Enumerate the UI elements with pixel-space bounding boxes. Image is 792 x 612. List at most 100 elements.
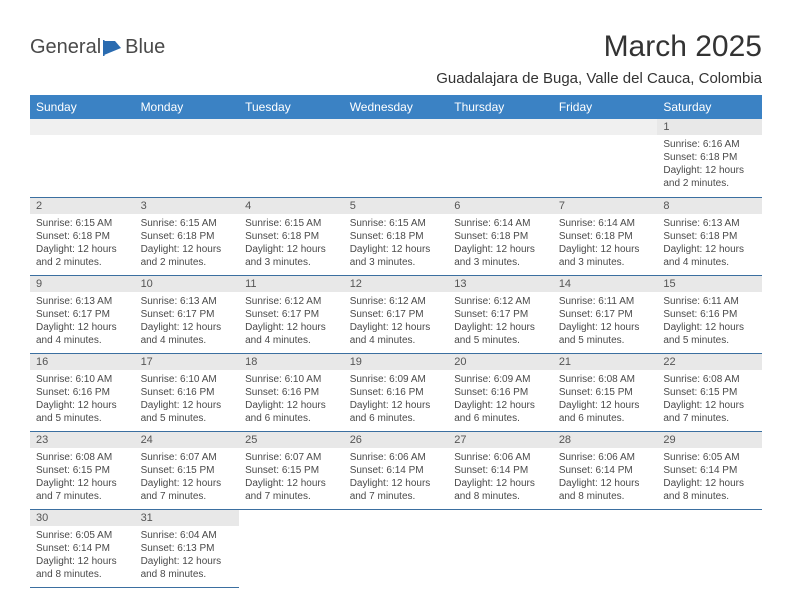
sunset-line: Sunset: 6:16 PM bbox=[663, 308, 756, 321]
calendar-cell: 25Sunrise: 6:07 AMSunset: 6:15 PMDayligh… bbox=[239, 431, 344, 509]
calendar-row: 16Sunrise: 6:10 AMSunset: 6:16 PMDayligh… bbox=[30, 353, 762, 431]
daylight-line: Daylight: 12 hours and 7 minutes. bbox=[350, 477, 443, 503]
day-number: 20 bbox=[448, 354, 553, 370]
daylight-line: Daylight: 12 hours and 8 minutes. bbox=[559, 477, 652, 503]
sunrise-line: Sunrise: 6:08 AM bbox=[663, 373, 756, 386]
sunrise-line: Sunrise: 6:10 AM bbox=[141, 373, 234, 386]
empty-daynum-bar bbox=[344, 119, 449, 135]
day-details: Sunrise: 6:09 AMSunset: 6:16 PMDaylight:… bbox=[448, 370, 553, 429]
daylight-line: Daylight: 12 hours and 5 minutes. bbox=[559, 321, 652, 347]
day-number: 16 bbox=[30, 354, 135, 370]
sunset-line: Sunset: 6:17 PM bbox=[141, 308, 234, 321]
daylight-line: Daylight: 12 hours and 4 minutes. bbox=[245, 321, 338, 347]
daylight-line: Daylight: 12 hours and 4 minutes. bbox=[141, 321, 234, 347]
sunset-line: Sunset: 6:18 PM bbox=[663, 230, 756, 243]
day-details: Sunrise: 6:15 AMSunset: 6:18 PMDaylight:… bbox=[344, 214, 449, 273]
day-number: 10 bbox=[135, 276, 240, 292]
calendar-cell: 15Sunrise: 6:11 AMSunset: 6:16 PMDayligh… bbox=[657, 275, 762, 353]
weekday-header: Thursday bbox=[448, 95, 553, 119]
calendar-cell: 12Sunrise: 6:12 AMSunset: 6:17 PMDayligh… bbox=[344, 275, 449, 353]
day-number: 2 bbox=[30, 198, 135, 214]
calendar-cell: 22Sunrise: 6:08 AMSunset: 6:15 PMDayligh… bbox=[657, 353, 762, 431]
daylight-line: Daylight: 12 hours and 2 minutes. bbox=[663, 164, 756, 190]
day-details: Sunrise: 6:06 AMSunset: 6:14 PMDaylight:… bbox=[448, 448, 553, 507]
calendar-cell: 19Sunrise: 6:09 AMSunset: 6:16 PMDayligh… bbox=[344, 353, 449, 431]
day-details: Sunrise: 6:13 AMSunset: 6:18 PMDaylight:… bbox=[657, 214, 762, 273]
sunset-line: Sunset: 6:17 PM bbox=[36, 308, 129, 321]
calendar-cell: 4Sunrise: 6:15 AMSunset: 6:18 PMDaylight… bbox=[239, 197, 344, 275]
day-number: 9 bbox=[30, 276, 135, 292]
daylight-line: Daylight: 12 hours and 8 minutes. bbox=[663, 477, 756, 503]
sunrise-line: Sunrise: 6:09 AM bbox=[454, 373, 547, 386]
daylight-line: Daylight: 12 hours and 8 minutes. bbox=[36, 555, 129, 581]
daylight-line: Daylight: 12 hours and 2 minutes. bbox=[36, 243, 129, 269]
day-details: Sunrise: 6:11 AMSunset: 6:17 PMDaylight:… bbox=[553, 292, 658, 351]
calendar-cell: 1Sunrise: 6:16 AMSunset: 6:18 PMDaylight… bbox=[657, 119, 762, 197]
sunset-line: Sunset: 6:15 PM bbox=[141, 464, 234, 477]
day-details: Sunrise: 6:12 AMSunset: 6:17 PMDaylight:… bbox=[239, 292, 344, 351]
calendar-cell bbox=[553, 509, 658, 587]
calendar-cell bbox=[344, 509, 449, 587]
day-number: 24 bbox=[135, 432, 240, 448]
sunset-line: Sunset: 6:18 PM bbox=[245, 230, 338, 243]
sunset-line: Sunset: 6:18 PM bbox=[454, 230, 547, 243]
day-details: Sunrise: 6:15 AMSunset: 6:18 PMDaylight:… bbox=[135, 214, 240, 273]
day-number: 12 bbox=[344, 276, 449, 292]
sunset-line: Sunset: 6:14 PM bbox=[36, 542, 129, 555]
day-number: 21 bbox=[553, 354, 658, 370]
location: Guadalajara de Buga, Valle del Cauca, Co… bbox=[436, 70, 762, 87]
sunrise-line: Sunrise: 6:15 AM bbox=[141, 217, 234, 230]
sunset-line: Sunset: 6:16 PM bbox=[141, 386, 234, 399]
sunset-line: Sunset: 6:14 PM bbox=[350, 464, 443, 477]
title-block: March 2025 Guadalajara de Buga, Valle de… bbox=[436, 30, 762, 87]
daylight-line: Daylight: 12 hours and 6 minutes. bbox=[350, 399, 443, 425]
day-number: 27 bbox=[448, 432, 553, 448]
sunrise-line: Sunrise: 6:12 AM bbox=[245, 295, 338, 308]
sunrise-line: Sunrise: 6:06 AM bbox=[559, 451, 652, 464]
sunrise-line: Sunrise: 6:11 AM bbox=[559, 295, 652, 308]
day-number: 28 bbox=[553, 432, 658, 448]
sunset-line: Sunset: 6:16 PM bbox=[350, 386, 443, 399]
day-number: 19 bbox=[344, 354, 449, 370]
sunset-line: Sunset: 6:13 PM bbox=[141, 542, 234, 555]
sunrise-line: Sunrise: 6:08 AM bbox=[559, 373, 652, 386]
calendar-cell: 28Sunrise: 6:06 AMSunset: 6:14 PMDayligh… bbox=[553, 431, 658, 509]
day-details: Sunrise: 6:11 AMSunset: 6:16 PMDaylight:… bbox=[657, 292, 762, 351]
day-number: 1 bbox=[657, 119, 762, 135]
sunrise-line: Sunrise: 6:06 AM bbox=[350, 451, 443, 464]
day-number: 26 bbox=[344, 432, 449, 448]
calendar-table: Sunday Monday Tuesday Wednesday Thursday… bbox=[30, 95, 762, 588]
calendar-cell: 23Sunrise: 6:08 AMSunset: 6:15 PMDayligh… bbox=[30, 431, 135, 509]
sunset-line: Sunset: 6:14 PM bbox=[559, 464, 652, 477]
daylight-line: Daylight: 12 hours and 8 minutes. bbox=[454, 477, 547, 503]
calendar-row: 23Sunrise: 6:08 AMSunset: 6:15 PMDayligh… bbox=[30, 431, 762, 509]
sunrise-line: Sunrise: 6:13 AM bbox=[36, 295, 129, 308]
day-details: Sunrise: 6:05 AMSunset: 6:14 PMDaylight:… bbox=[30, 526, 135, 585]
sunset-line: Sunset: 6:18 PM bbox=[350, 230, 443, 243]
sunset-line: Sunset: 6:17 PM bbox=[454, 308, 547, 321]
sunset-line: Sunset: 6:18 PM bbox=[36, 230, 129, 243]
day-details: Sunrise: 6:04 AMSunset: 6:13 PMDaylight:… bbox=[135, 526, 240, 585]
daylight-line: Daylight: 12 hours and 5 minutes. bbox=[141, 399, 234, 425]
calendar-cell bbox=[448, 119, 553, 197]
day-details: Sunrise: 6:16 AMSunset: 6:18 PMDaylight:… bbox=[657, 135, 762, 194]
day-details: Sunrise: 6:07 AMSunset: 6:15 PMDaylight:… bbox=[135, 448, 240, 507]
empty-daynum-bar bbox=[239, 119, 344, 135]
day-details: Sunrise: 6:06 AMSunset: 6:14 PMDaylight:… bbox=[553, 448, 658, 507]
day-number: 23 bbox=[30, 432, 135, 448]
daylight-line: Daylight: 12 hours and 7 minutes. bbox=[141, 477, 234, 503]
empty-daynum-bar bbox=[135, 119, 240, 135]
calendar-cell bbox=[30, 119, 135, 197]
sunrise-line: Sunrise: 6:11 AM bbox=[663, 295, 756, 308]
day-details: Sunrise: 6:05 AMSunset: 6:14 PMDaylight:… bbox=[657, 448, 762, 507]
calendar-cell bbox=[239, 509, 344, 587]
day-number: 14 bbox=[553, 276, 658, 292]
daylight-line: Daylight: 12 hours and 7 minutes. bbox=[36, 477, 129, 503]
calendar-cell: 14Sunrise: 6:11 AMSunset: 6:17 PMDayligh… bbox=[553, 275, 658, 353]
day-number: 29 bbox=[657, 432, 762, 448]
daylight-line: Daylight: 12 hours and 7 minutes. bbox=[245, 477, 338, 503]
calendar-cell: 13Sunrise: 6:12 AMSunset: 6:17 PMDayligh… bbox=[448, 275, 553, 353]
daylight-line: Daylight: 12 hours and 5 minutes. bbox=[663, 321, 756, 347]
day-details: Sunrise: 6:15 AMSunset: 6:18 PMDaylight:… bbox=[239, 214, 344, 273]
day-details: Sunrise: 6:13 AMSunset: 6:17 PMDaylight:… bbox=[30, 292, 135, 351]
